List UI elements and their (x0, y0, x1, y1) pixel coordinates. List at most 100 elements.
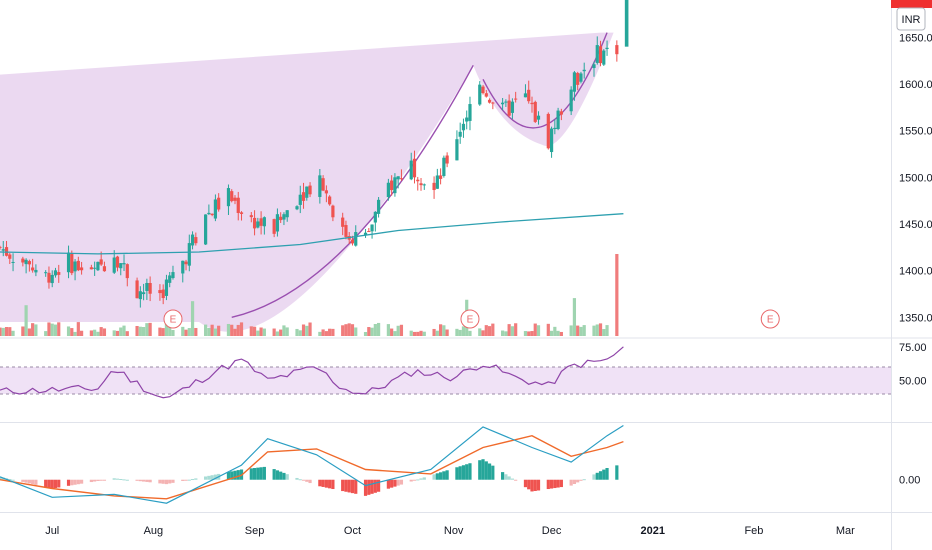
volume-bar (523, 331, 528, 336)
currency-badge[interactable]: INR (896, 7, 926, 31)
volume-bar (347, 323, 351, 336)
candle (70, 253, 74, 274)
macd-histogram-bar (432, 474, 436, 480)
price-tick-label: 1600.00 (899, 79, 932, 91)
macd-histogram-bar (34, 479, 38, 485)
candle (190, 234, 195, 246)
candle (259, 218, 263, 226)
macd-histogram-bar (553, 479, 557, 489)
volume-bar (31, 323, 35, 336)
macd-histogram-bar (305, 479, 309, 482)
candle (432, 182, 436, 191)
time-scale[interactable]: Jul Aug Sep Oct Nov Dec 2021 Feb Mar (45, 525, 855, 537)
candle (252, 217, 257, 229)
volume-bar (416, 331, 420, 336)
candle (504, 101, 508, 103)
macd-histogram-bar (31, 479, 35, 485)
volume-bar (194, 327, 198, 336)
rsi-tick-label: 50.00 (899, 376, 927, 388)
candle (47, 272, 51, 283)
candle (138, 291, 142, 300)
candle (44, 272, 48, 274)
earnings-marker[interactable]: E (760, 309, 780, 329)
volume-bar (161, 328, 165, 336)
volume-bar (275, 331, 280, 336)
candle (559, 111, 563, 115)
volume-bar (514, 323, 518, 336)
candle (89, 267, 93, 270)
volume-bar (579, 326, 583, 336)
volume-bar (122, 325, 126, 336)
candle (376, 199, 381, 214)
macd-histogram-bar (256, 467, 260, 480)
candle (96, 261, 100, 271)
volume-bar (76, 322, 80, 336)
volume-bar (530, 331, 534, 336)
volume-bar (455, 328, 459, 336)
candle (295, 206, 299, 210)
volume-bar (409, 330, 413, 336)
candle (275, 214, 280, 232)
volume-bar (439, 324, 443, 336)
candle (530, 102, 534, 105)
volume-bar (605, 325, 609, 336)
volume-bar (21, 326, 25, 336)
volume-bar (112, 330, 116, 336)
macd-histogram-bar (73, 479, 77, 485)
volume-bar (204, 324, 208, 336)
volume-bar (533, 323, 537, 336)
candle (396, 176, 400, 180)
volume-bar (210, 324, 214, 336)
earnings-marker[interactable]: E (460, 309, 480, 329)
candle (4, 247, 9, 256)
volume-bar (164, 323, 169, 336)
volume-bar (119, 327, 123, 336)
currency-label: INR (902, 14, 921, 26)
candle (370, 224, 374, 232)
volume-bar (507, 324, 511, 336)
candle (239, 212, 244, 214)
candle (66, 252, 71, 273)
macd-histogram-bar (119, 479, 123, 480)
candle (305, 186, 309, 198)
candle (615, 45, 619, 55)
volume-bar (390, 328, 394, 336)
macd-histogram-bar (504, 474, 508, 480)
macd-pane[interactable] (0, 424, 624, 504)
macd-histogram-bar (576, 479, 580, 483)
macd-histogram-bar (44, 479, 48, 488)
macd-histogram-bar (184, 479, 188, 481)
macd-histogram-bar (549, 479, 554, 489)
volume-bar (93, 329, 97, 336)
volume-bar (386, 324, 390, 336)
earnings-marker[interactable]: E (163, 309, 183, 329)
macd-histogram-bar (204, 476, 208, 480)
candle (217, 197, 221, 210)
macd-histogram-bar (272, 469, 276, 480)
rsi-pane[interactable] (0, 346, 891, 399)
macd-histogram-bar (171, 479, 175, 483)
macd-histogram-bar (79, 479, 84, 484)
macd-histogram-bar (207, 475, 211, 480)
macd-histogram-bar (484, 461, 488, 480)
price-tick-label: 1450.00 (899, 219, 932, 231)
candle (328, 196, 332, 205)
macd-histogram-bar (510, 478, 515, 480)
candle (93, 267, 97, 269)
macd-histogram-bar (233, 470, 237, 480)
macd-histogram-bar (252, 468, 257, 480)
volume-bar (125, 331, 129, 336)
candle (148, 283, 152, 294)
volume-bar (559, 331, 563, 336)
volume-bar (305, 325, 309, 336)
candle (135, 280, 139, 299)
macd-histogram-bar (598, 471, 603, 480)
price-tick-label: 1650.00 (899, 32, 932, 44)
candle (279, 216, 283, 221)
macd-histogram-bar (354, 479, 358, 494)
candle (119, 263, 123, 269)
